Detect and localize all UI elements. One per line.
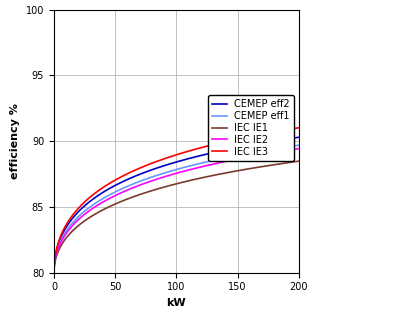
IEC IE3	[145, 163, 150, 167]
CEMEP eff2	[265, 140, 270, 144]
IEC IE3	[80, 203, 85, 206]
X-axis label: kW: kW	[166, 298, 186, 308]
IEC IE2	[291, 147, 296, 151]
IEC IE1	[291, 160, 296, 164]
IEC IE2	[94, 204, 99, 208]
IEC IE3	[51, 265, 56, 269]
CEMEP eff2	[80, 206, 85, 210]
IEC IE2	[156, 177, 161, 180]
CEMEP eff2	[94, 195, 99, 198]
IEC IE2	[265, 152, 270, 155]
CEMEP eff1	[156, 173, 161, 177]
Line: IEC IE2: IEC IE2	[54, 149, 299, 268]
Legend: CEMEP eff2, CEMEP eff1, IEC IE1, IEC IE2, IEC IE3: CEMEP eff2, CEMEP eff1, IEC IE1, IEC IE2…	[208, 95, 294, 161]
IEC IE1	[94, 211, 99, 215]
CEMEP eff2	[296, 135, 301, 139]
IEC IE1	[265, 164, 270, 168]
Line: CEMEP eff2: CEMEP eff2	[54, 137, 299, 268]
CEMEP eff1	[51, 266, 56, 270]
IEC IE2	[145, 180, 150, 184]
IEC IE1	[51, 267, 56, 271]
Line: IEC IE1: IEC IE1	[54, 161, 299, 269]
CEMEP eff1	[145, 177, 150, 180]
CEMEP eff1	[80, 211, 85, 215]
CEMEP eff2	[156, 165, 161, 169]
IEC IE3	[291, 126, 296, 130]
Line: IEC IE3: IEC IE3	[54, 128, 299, 267]
Y-axis label: efficiency %: efficiency %	[10, 103, 20, 179]
IEC IE1	[145, 190, 150, 194]
CEMEP eff2	[51, 266, 56, 269]
CEMEP eff2	[291, 136, 296, 140]
IEC IE3	[94, 190, 99, 194]
CEMEP eff1	[291, 144, 296, 148]
IEC IE3	[265, 131, 270, 135]
IEC IE1	[80, 221, 85, 225]
Line: CEMEP eff1: CEMEP eff1	[54, 145, 299, 268]
IEC IE1	[296, 159, 301, 163]
IEC IE2	[296, 147, 301, 151]
CEMEP eff2	[145, 169, 150, 173]
CEMEP eff1	[265, 148, 270, 152]
IEC IE2	[80, 215, 85, 218]
IEC IE3	[156, 159, 161, 163]
CEMEP eff1	[94, 201, 99, 204]
IEC IE2	[51, 266, 56, 270]
IEC IE3	[296, 126, 301, 130]
CEMEP eff1	[296, 143, 301, 147]
IEC IE1	[156, 187, 161, 191]
